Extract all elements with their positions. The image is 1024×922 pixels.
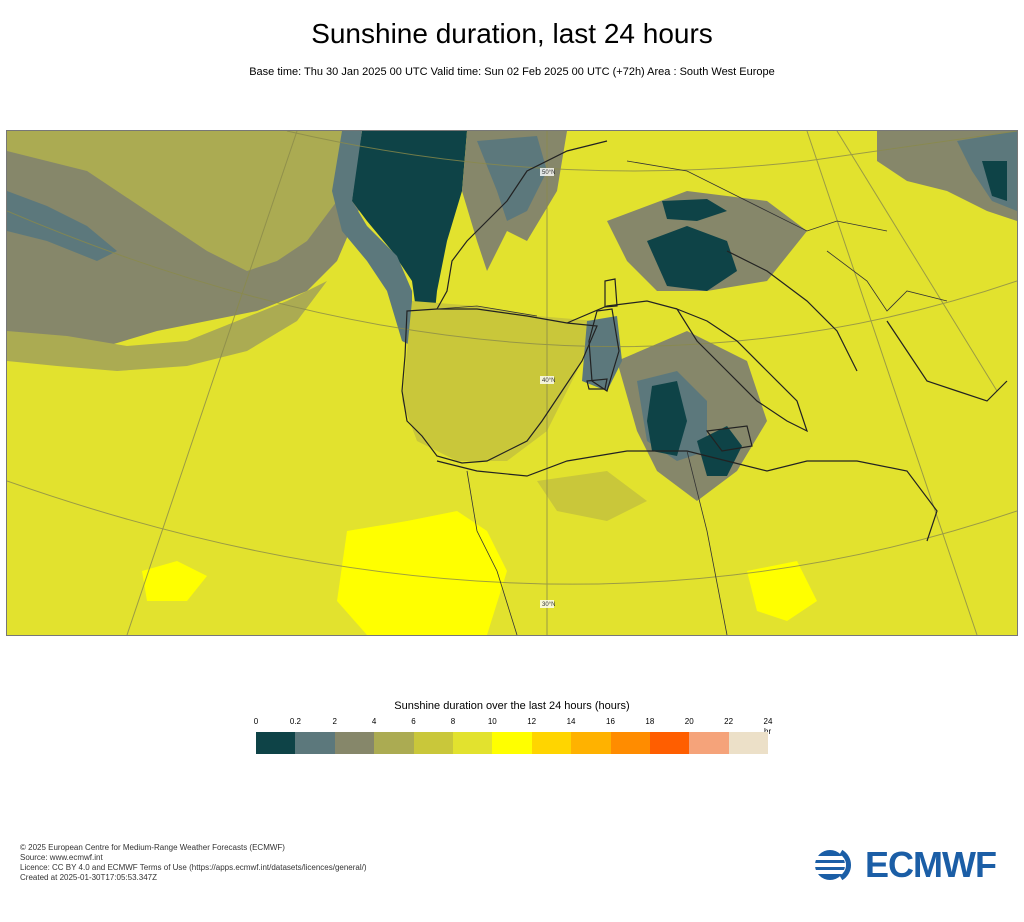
legend-ticks: 0 0.2 2 4 6 8 10 12 14 16 18 20 22 24 (253, 717, 776, 731)
footer-created: Created at 2025-01-30T17:05:53.347Z (20, 873, 157, 882)
field-atlantic-north (7, 131, 357, 291)
legend-tick-label: 14 (566, 717, 576, 726)
sunshine-map: 50°N 40°N 30°N (6, 130, 1018, 636)
legend-title: Sunshine duration over the last 24 hours… (394, 700, 630, 712)
field-biscay-edge (332, 131, 412, 346)
meridian-w1 (126, 131, 298, 635)
parallel-40 (7, 210, 1017, 348)
coast-north-africa (436, 450, 938, 542)
footer: © 2025 European Centre for Medium-Range … (20, 843, 367, 883)
legend-tick-label: 12 (527, 717, 537, 726)
legend-tick-label: 6 (411, 717, 416, 726)
field-iberia (402, 301, 597, 461)
legend-swatch (295, 732, 335, 754)
legend-unit: hr (764, 727, 771, 736)
coast-iberia (401, 308, 598, 464)
label-40n: 40°N (542, 378, 555, 384)
border-algeria (466, 470, 518, 635)
legend-swatch (571, 732, 611, 754)
legend-swatch (413, 732, 453, 754)
borders (436, 160, 948, 635)
chart-title: Sunshine duration, last 24 hours (311, 18, 713, 49)
legend-tick-label: 24 (763, 717, 773, 726)
legend-swatch (492, 732, 532, 754)
coast-france (436, 140, 608, 310)
field-tyrrhenian-dark (647, 381, 687, 456)
coast-adriatic (726, 250, 858, 372)
ecmwf-logo: ECMWF (813, 846, 1008, 884)
border-balkans (826, 250, 948, 312)
coast-sicily (705, 425, 753, 452)
legend-tick-label: 16 (606, 717, 615, 726)
legend-tick-label: 18 (645, 717, 655, 726)
coast-greece (886, 320, 1008, 402)
field-canaries-bright (142, 561, 207, 601)
coast-france-south (566, 300, 678, 324)
footer-copyright: © 2025 European Centre for Medium-Range … (20, 843, 285, 852)
field-libya-bright (747, 561, 817, 621)
legend-swatch (728, 732, 769, 754)
field-atlantic-band (7, 151, 367, 351)
parallel-50 (286, 131, 1017, 172)
legend-swatch (256, 732, 296, 754)
field-alps-dark2 (662, 199, 727, 221)
parallel-30 (7, 480, 1017, 585)
legend-swatch (610, 732, 650, 754)
coast-corsica (604, 278, 618, 308)
coastlines (401, 140, 1008, 542)
meridian-e2 (836, 131, 998, 392)
ecmwf-logo-icon (815, 849, 859, 881)
footer-licence: Licence: CC BY 4.0 and ECMWF Terms of Us… (20, 863, 367, 872)
legend-swatch (374, 732, 414, 754)
legend-tick-label: 4 (371, 717, 377, 726)
coast-italy (675, 307, 809, 433)
legend-swatch (689, 732, 729, 754)
ecmwf-logo-text: ECMWF (865, 844, 997, 885)
field-east-dark2 (982, 161, 1007, 201)
legend-tick-label: 10 (487, 717, 497, 726)
border-central (626, 160, 888, 232)
label-30n: 30°N (542, 602, 555, 608)
label-50n: 50°N (542, 170, 555, 176)
legend-tick-label: 0 (253, 717, 259, 726)
field-france-dark (477, 136, 547, 221)
field-sicily-dark (697, 426, 742, 476)
legend-swatch (452, 732, 493, 754)
meridian-e1 (806, 131, 978, 635)
legend-swatch (531, 732, 572, 754)
footer-source: Source: www.ecmwf.int (20, 853, 103, 862)
legend-tick-label: 20 (684, 717, 694, 726)
graticule (7, 131, 1017, 635)
border-libya (686, 450, 728, 635)
legend-colorbar (256, 732, 769, 754)
field-alps-dark (647, 226, 737, 291)
coast-balearics (586, 378, 608, 390)
legend-tick-label: 8 (450, 717, 456, 726)
chart-subtitle: Base time: Thu 30 Jan 2025 00 UTC Valid … (249, 66, 775, 78)
graticule-labels: 50°N 40°N 30°N (540, 168, 555, 608)
field-biscay-dark (352, 131, 467, 341)
field-sahara-bright (337, 511, 507, 635)
field-atlantic-band2 (7, 281, 327, 371)
legend-swatch (334, 732, 375, 754)
legend-tick-label: 22 (724, 717, 734, 726)
border-es-fr (436, 305, 538, 317)
coast-sardinia (588, 308, 620, 392)
map-svg: 50°N 40°N 30°N (7, 131, 1017, 635)
legend-swatch (649, 732, 690, 754)
field-morocco-grey (537, 471, 647, 521)
legend-tick-label: 0.2 (289, 717, 301, 726)
legend-tick-label: 2 (332, 717, 337, 726)
